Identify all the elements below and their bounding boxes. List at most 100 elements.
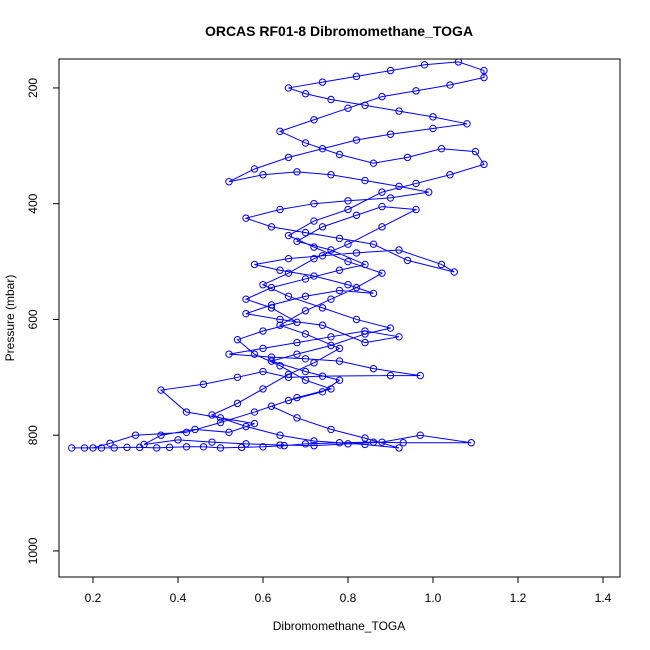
x-tick-label: 0.6 (255, 591, 272, 605)
data-point (267, 304, 276, 312)
data-point (216, 418, 225, 427)
data-point (318, 388, 327, 396)
data-point (140, 440, 148, 449)
data-point (395, 182, 403, 191)
data-point (480, 160, 488, 169)
data-point (420, 61, 429, 69)
data-point (225, 428, 233, 437)
data-point (267, 223, 276, 231)
data-point (318, 78, 327, 86)
data-point (276, 266, 284, 274)
data-point (412, 87, 420, 95)
data-point (310, 359, 318, 367)
data-point (467, 439, 475, 447)
y-tick-label: 600 (26, 309, 40, 329)
data-point (284, 269, 293, 277)
x-tick-label: 0.4 (170, 591, 187, 605)
data-point (471, 147, 480, 156)
y-tick-label: 1000 (26, 537, 40, 564)
data-point (276, 127, 284, 136)
data-point (361, 327, 369, 335)
data-point (352, 136, 361, 144)
data-point (68, 444, 76, 452)
data-point (378, 202, 386, 211)
data-point (344, 104, 352, 112)
data-point (131, 431, 140, 439)
data-point (233, 399, 242, 408)
data-point (110, 444, 118, 452)
data-point (199, 380, 208, 388)
data-point (437, 145, 446, 153)
data-point (369, 240, 378, 248)
data-point (280, 441, 288, 450)
data-point (276, 431, 284, 439)
data-point (208, 411, 216, 419)
data-point (412, 179, 420, 188)
data-point (191, 425, 199, 434)
data-point (344, 281, 352, 289)
data-point (310, 243, 318, 251)
data-point (174, 436, 182, 444)
data-point (250, 350, 259, 358)
data-point (327, 333, 335, 341)
data-point (318, 145, 327, 153)
x-tick-label: 0.8 (340, 591, 357, 605)
data-point (276, 205, 284, 214)
data-point (369, 289, 378, 298)
data-point (310, 437, 318, 445)
data-point (301, 292, 310, 300)
data-point (369, 159, 378, 167)
data-point (352, 72, 361, 81)
data-point (276, 321, 284, 329)
data-point (233, 373, 242, 382)
data-point (446, 171, 454, 179)
data-point (225, 178, 233, 186)
data-point (259, 443, 267, 451)
data-point (327, 95, 335, 104)
data-point (284, 231, 293, 240)
data-point (284, 396, 293, 405)
data-point (327, 341, 335, 350)
data-point (208, 438, 216, 446)
data-point (450, 268, 458, 276)
data-point (395, 444, 403, 452)
data-point (361, 260, 369, 269)
data-point (480, 66, 488, 75)
data-point (242, 214, 250, 222)
data-point (378, 188, 386, 196)
data-point (293, 393, 301, 402)
data-point (327, 425, 335, 434)
data-point (454, 59, 463, 66)
data-point (284, 373, 293, 382)
data-point (123, 443, 131, 452)
data-point (259, 171, 267, 179)
data-point (106, 439, 114, 447)
data-point (259, 385, 267, 393)
data-point (242, 440, 250, 448)
data-point (386, 371, 395, 380)
data-point (403, 256, 412, 265)
data-point (267, 357, 276, 365)
data-point (386, 194, 395, 202)
y-axis: 200 400 600 800 1000 (26, 78, 60, 564)
y-tick-label: 200 (26, 78, 40, 98)
data-point (284, 292, 293, 300)
data-point (395, 246, 403, 254)
data-point (267, 353, 276, 361)
data-point (361, 434, 369, 442)
data-point (301, 376, 310, 384)
data-point (429, 113, 437, 121)
data-point (378, 223, 386, 231)
plot-data (68, 59, 488, 452)
data-point (425, 188, 433, 196)
x-axis: 0.2 0.4 0.6 0.8 1.0 1.2 1.4 (85, 576, 612, 605)
data-point (335, 266, 344, 274)
data-point (250, 419, 259, 428)
data-point (153, 444, 161, 452)
data-point (416, 371, 424, 380)
data-point (446, 81, 454, 89)
data-point (395, 333, 403, 341)
data-point (386, 130, 395, 138)
data-point (318, 372, 327, 380)
